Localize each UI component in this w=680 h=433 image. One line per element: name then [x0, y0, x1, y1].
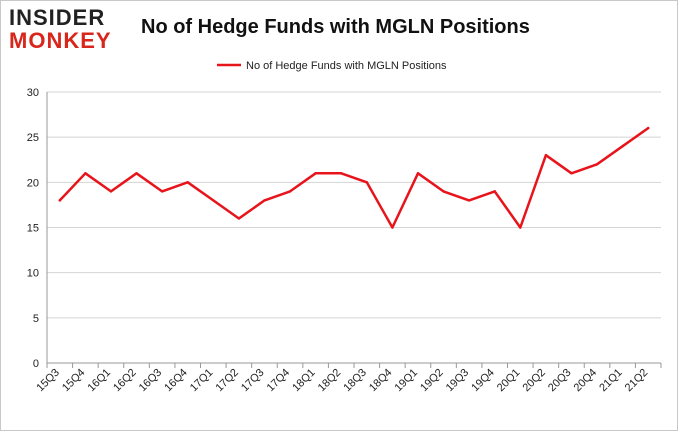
data-point — [160, 190, 164, 193]
y-tick-label: 25 — [27, 132, 39, 144]
data-point — [595, 163, 599, 166]
y-axis-tick-labels: 0 5 10 15 20 25 30 — [27, 87, 39, 370]
x-tick-label: 15Q3 — [34, 367, 62, 395]
y-tick-label: 20 — [27, 177, 39, 189]
legend-label: No of Hedge Funds with MGLN Positions — [246, 60, 447, 72]
series-line — [58, 126, 650, 229]
y-tick-label: 0 — [33, 358, 39, 370]
data-point — [58, 199, 61, 202]
x-tick-label: 17Q3 — [239, 367, 267, 395]
legend: No of Hedge Funds with MGLN Positions — [217, 60, 447, 72]
y-tick-label: 5 — [33, 313, 39, 325]
insider-monkey-logo: INSIDER MONKEY — [9, 7, 127, 55]
x-axis-tick-labels: 15Q315Q416Q116Q216Q316Q417Q117Q217Q317Q4… — [34, 367, 650, 395]
x-tick-label: 19Q3 — [444, 367, 472, 395]
axes — [46, 92, 662, 368]
data-point — [186, 181, 189, 184]
x-tick-label: 20Q1 — [495, 367, 523, 395]
data-point — [493, 190, 496, 193]
x-tick-label: 18Q3 — [341, 367, 369, 395]
data-point — [570, 172, 573, 175]
x-tick-label: 19Q1 — [393, 367, 421, 395]
logo-line-2: MONKEY — [9, 28, 112, 53]
x-tick-label: 15Q4 — [60, 367, 88, 395]
data-point — [109, 190, 113, 193]
x-tick-label: 21Q1 — [597, 367, 625, 395]
data-point — [263, 199, 266, 202]
data-point — [365, 181, 368, 184]
x-tick-label: 16Q1 — [86, 367, 114, 395]
x-tick-label: 20Q3 — [546, 367, 574, 395]
x-tick-label: 17Q4 — [265, 367, 293, 395]
x-tick-label: 16Q3 — [137, 367, 165, 395]
x-tick-label: 19Q2 — [418, 367, 446, 395]
x-tick-label: 17Q2 — [213, 367, 241, 395]
x-tick-label: 20Q4 — [572, 367, 600, 395]
x-tick-label: 20Q2 — [520, 367, 548, 395]
data-point — [135, 172, 138, 175]
data-point — [519, 226, 522, 229]
grid-lines — [47, 91, 661, 364]
data-point — [544, 154, 548, 157]
y-tick-label: 10 — [27, 268, 39, 280]
data-point — [314, 172, 317, 175]
y-tick-label: 15 — [27, 223, 39, 235]
chart-title: No of Hedge Funds with MGLN Positions — [141, 16, 530, 38]
data-point — [237, 217, 241, 220]
data-point — [647, 126, 650, 130]
data-point — [621, 145, 624, 148]
data-point — [391, 226, 394, 229]
x-tick-label: 21Q2 — [623, 367, 651, 395]
data-point — [416, 172, 420, 175]
y-tick-label: 30 — [27, 87, 39, 99]
x-tick-label: 17Q1 — [188, 367, 216, 395]
x-tick-label: 19Q4 — [469, 367, 497, 395]
x-tick-label: 18Q1 — [290, 367, 318, 395]
x-tick-label: 18Q4 — [367, 367, 395, 395]
data-point — [467, 199, 471, 202]
x-tick-label: 16Q4 — [162, 367, 190, 395]
x-tick-label: 16Q2 — [111, 367, 139, 395]
x-tick-label: 18Q2 — [316, 367, 344, 395]
data-point — [442, 190, 445, 193]
data-point — [288, 190, 292, 193]
data-point — [340, 172, 343, 175]
series-layer — [58, 126, 650, 229]
logo-line-1: INSIDER — [9, 5, 106, 30]
data-point — [84, 172, 87, 175]
data-point — [212, 199, 215, 202]
